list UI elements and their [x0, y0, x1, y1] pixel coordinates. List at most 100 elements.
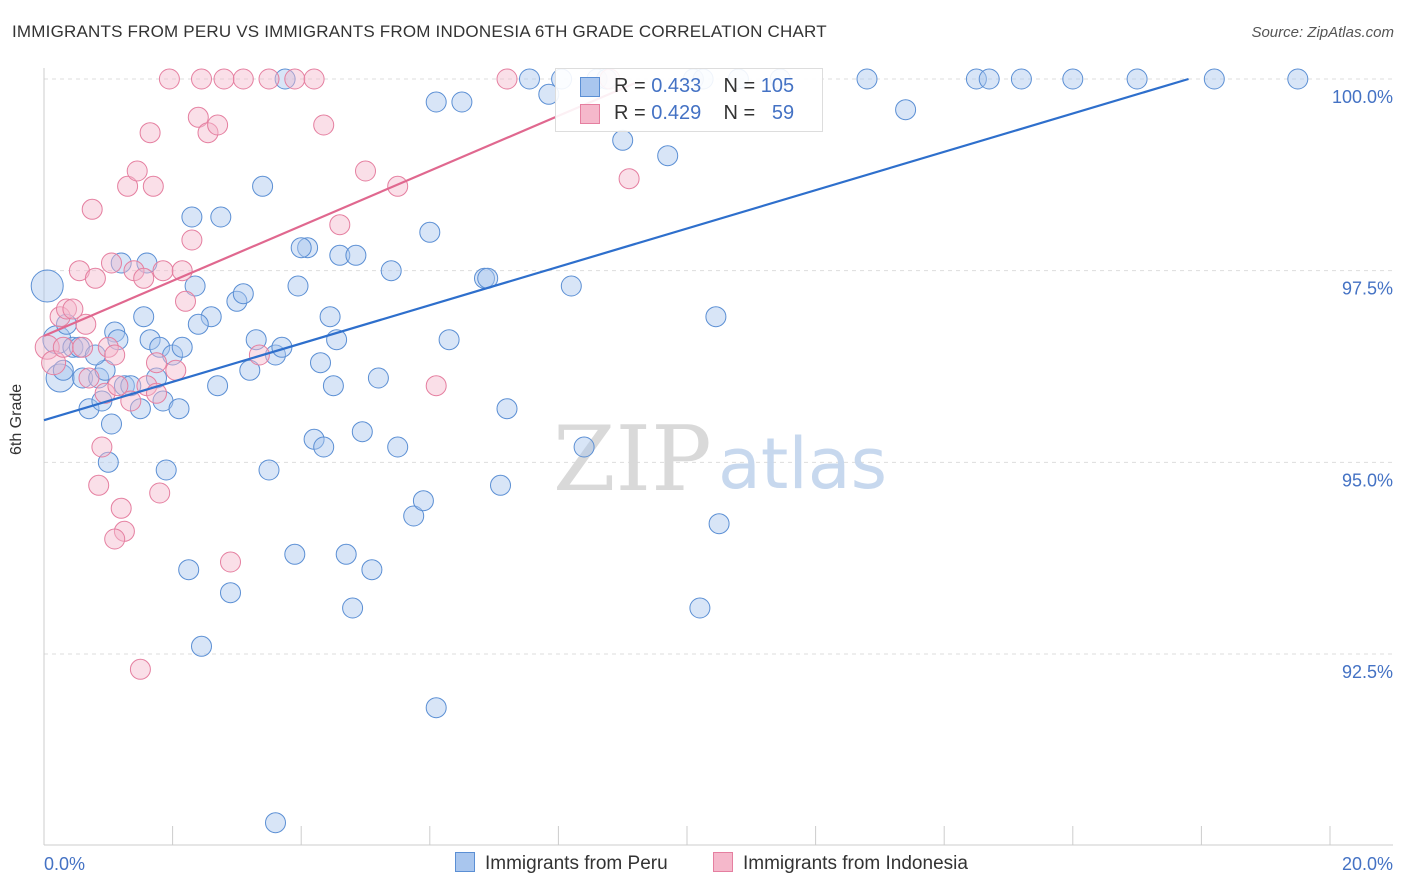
legend-r-value-indonesia: 0.429 [651, 102, 702, 124]
data-point [155, 459, 177, 481]
data-point [519, 68, 540, 90]
data-point [284, 68, 306, 90]
data-point [62, 298, 84, 320]
data-point [856, 68, 878, 90]
data-point [438, 329, 460, 351]
data-point [91, 436, 113, 458]
data-point [560, 275, 582, 297]
data-point [322, 375, 344, 397]
data-point [387, 436, 409, 458]
y-tick-label: 100.0% [1332, 87, 1393, 107]
bottom-legend-indonesia: Immigrants from Indonesia [713, 852, 968, 875]
data-point [213, 68, 235, 90]
data-point [412, 490, 434, 512]
data-point [191, 635, 212, 657]
data-point [361, 559, 383, 581]
data-point [120, 375, 142, 397]
data-point [187, 313, 209, 335]
data-point [284, 543, 306, 565]
series-peru-points [30, 68, 1309, 834]
data-point [220, 582, 241, 604]
watermark-atlas: atlas [718, 423, 887, 505]
data-point [367, 367, 389, 389]
data-point [496, 68, 518, 90]
data-point [146, 352, 167, 374]
source-label: Source: ZipAtlas.com [1251, 24, 1394, 41]
data-point [451, 91, 473, 113]
data-point [133, 267, 155, 289]
data-point [425, 697, 447, 719]
watermark-zip: ZIP [553, 407, 712, 512]
data-point [319, 306, 341, 328]
data-point [110, 497, 132, 519]
series-indonesia-points [34, 68, 640, 680]
data-point [207, 375, 229, 397]
data-point [52, 336, 74, 358]
trend-lines [43, 77, 1189, 422]
bottom-legend-label-indonesia: Immigrants from Indonesia [743, 853, 968, 874]
data-point [184, 275, 206, 297]
data-point [181, 206, 203, 228]
data-point [425, 91, 447, 113]
data-point [104, 344, 126, 366]
data-point [72, 367, 94, 389]
legend-n-value-indonesia: 59 [771, 102, 795, 124]
data-point [705, 306, 727, 328]
data-point [329, 244, 351, 266]
data-point [30, 269, 64, 303]
data-point [72, 336, 94, 358]
data-point [345, 244, 367, 266]
data-point [220, 551, 241, 573]
bottom-legend-swatch-indonesia [713, 852, 733, 872]
data-point [210, 206, 232, 228]
data-point [94, 382, 116, 404]
x-tick-label-max: 20.0% [1342, 854, 1393, 874]
legend-n-label-indonesia: N = [723, 102, 756, 124]
data-point [78, 367, 100, 389]
legend-r-label-peru: R = [614, 75, 646, 97]
data-point [708, 513, 730, 535]
y-tick-label: 92.5% [1342, 662, 1393, 682]
data-point [297, 237, 319, 259]
data-point [191, 68, 212, 90]
data-point [1126, 68, 1148, 90]
data-point [104, 528, 126, 550]
trend-line-peru [43, 77, 1189, 422]
data-point [133, 306, 155, 328]
data-point [657, 145, 679, 167]
data-point [101, 413, 122, 435]
data-point [152, 260, 174, 282]
y-tick-label: 97.5% [1342, 279, 1393, 299]
data-point [689, 597, 711, 619]
bottom-legend-peru: Immigrants from Peru [455, 852, 668, 875]
data-point [117, 175, 139, 197]
axes [43, 68, 1393, 846]
correlation-legend: R = 0.433 N = 105 R = 0.429 N = 59 [555, 68, 823, 132]
data-point [351, 421, 373, 443]
data-point [165, 359, 187, 381]
data-point [965, 68, 987, 90]
data-point [84, 344, 106, 366]
data-point [101, 252, 122, 274]
y-tick-labels: 100.0% 97.5% 95.0% 92.5% [1332, 87, 1393, 682]
data-point [387, 175, 409, 197]
data-point [258, 459, 280, 481]
data-point [895, 99, 917, 121]
data-point [313, 114, 335, 136]
legend-swatch-peru [580, 77, 600, 97]
data-point [290, 237, 312, 259]
bottom-legend-label-peru: Immigrants from Peru [485, 853, 668, 874]
data-point [81, 198, 103, 220]
legend-r-value-peru: 0.433 [651, 75, 702, 97]
data-point [142, 175, 164, 197]
data-point [107, 375, 129, 397]
data-point [310, 352, 331, 374]
data-point [380, 260, 402, 282]
data-point [1287, 68, 1309, 90]
data-point [200, 306, 222, 328]
trend-line-indonesia [43, 81, 636, 337]
data-point [187, 106, 209, 128]
data-point [329, 214, 351, 236]
legend-r-label-indonesia: R = [614, 102, 646, 124]
